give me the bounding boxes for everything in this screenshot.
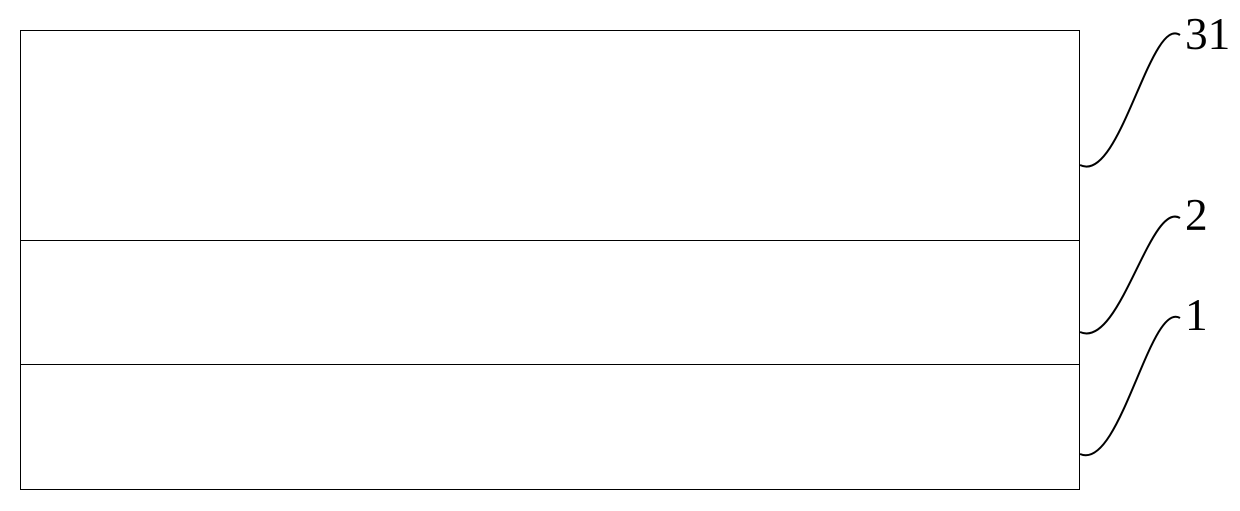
layer-2 (21, 240, 1079, 365)
leader-1 (1080, 317, 1180, 456)
layer-1 (21, 364, 1079, 489)
layer-stack (20, 30, 1080, 490)
leader-2 (1080, 216, 1180, 333)
figure-canvas: 31 2 1 (0, 0, 1240, 511)
label-2: 2 (1185, 193, 1208, 238)
layer-31 (21, 31, 1079, 240)
label-31: 31 (1185, 12, 1230, 57)
leader-31 (1080, 33, 1180, 166)
label-1: 1 (1185, 293, 1208, 338)
